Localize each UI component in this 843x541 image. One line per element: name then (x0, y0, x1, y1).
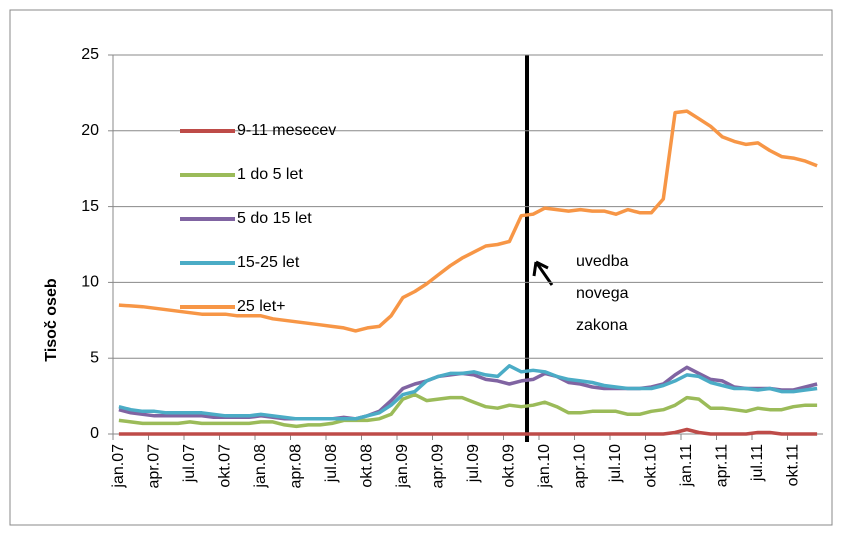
y-tick-label: 10 (81, 274, 99, 291)
series-line (118, 109, 818, 333)
x-tick-label: okt.07 (217, 444, 234, 488)
x-tick-label: jan.10 (536, 444, 553, 489)
annotation: uvedba (576, 253, 629, 270)
annotation-arrow (532, 260, 554, 286)
x-tick-label: jan.09 (394, 444, 411, 489)
legend-label: 15-25 let (237, 254, 300, 271)
y-tick-label: 15 (81, 198, 99, 215)
y-axis-label: Tisoč oseb (43, 278, 60, 362)
legend-label: 25 let+ (237, 298, 285, 315)
y-tick-label: 25 (81, 46, 99, 63)
y-tick-label: 0 (90, 425, 99, 442)
series-line (118, 364, 818, 421)
x-tick-label: jul.07 (181, 444, 198, 483)
x-tick-label: jul.09 (465, 444, 482, 483)
x-tick-label: jul.11 (749, 444, 766, 482)
x-tick-label: jul.08 (323, 444, 340, 483)
legend-label: 9-11 mesecev (237, 122, 336, 139)
x-tick-label: apr.10 (572, 444, 589, 489)
x-tick-label: okt.09 (501, 444, 518, 488)
x-tick-label: apr.07 (146, 444, 163, 489)
series-line (118, 392, 818, 429)
x-tick-label: okt.08 (359, 444, 376, 488)
x-tick-label: apr.09 (430, 444, 447, 489)
annotation: zakona (576, 317, 628, 334)
x-tick-label: jan.08 (252, 444, 269, 489)
x-tick-label: jan.11 (678, 444, 695, 488)
legend-label: 5 do 15 let (237, 210, 312, 227)
x-tick-label: apr.11 (714, 444, 731, 487)
chart-border (9, 9, 833, 526)
series-line (118, 427, 818, 436)
x-tick-label: jan.07 (110, 444, 127, 489)
x-tick-label: okt.11 (785, 444, 802, 487)
x-tick-label: okt.10 (643, 444, 660, 488)
annotation: novega (576, 285, 629, 302)
y-tick-label: 20 (81, 122, 99, 139)
x-tick-label: apr.08 (288, 444, 305, 489)
legend-label: 1 do 5 let (237, 166, 303, 183)
y-tick-label: 5 (90, 349, 99, 366)
x-tick-label: jul.10 (607, 444, 624, 483)
